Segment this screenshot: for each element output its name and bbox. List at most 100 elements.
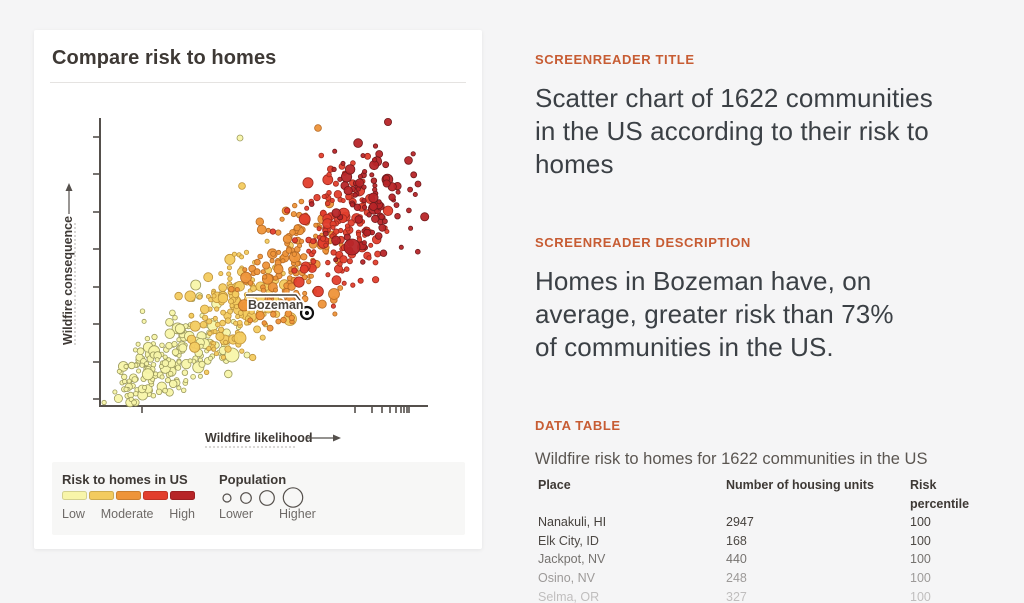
scatter-point[interactable] — [369, 172, 375, 178]
scatter-point[interactable] — [341, 280, 347, 286]
scatter-point[interactable] — [370, 177, 378, 184]
scatter-point[interactable] — [236, 134, 244, 142]
scatter-point[interactable] — [273, 264, 284, 275]
scatter-point[interactable] — [306, 279, 312, 285]
scatter-point[interactable] — [323, 242, 329, 248]
scatter-point[interactable] — [150, 393, 157, 399]
scatter-point[interactable] — [139, 308, 146, 314]
scatter-point[interactable] — [233, 331, 247, 345]
scatter-point[interactable] — [213, 351, 219, 357]
scatter-point[interactable] — [298, 198, 305, 205]
scatter-point[interactable] — [330, 224, 336, 230]
scatter-point[interactable] — [282, 234, 292, 244]
scatter-point[interactable] — [357, 174, 363, 180]
scatter-points[interactable] — [101, 117, 430, 408]
scatter-point[interactable] — [101, 399, 107, 406]
scatter-point[interactable] — [220, 354, 226, 360]
scatter-point[interactable] — [254, 258, 261, 266]
scatter-point[interactable] — [287, 282, 296, 291]
scatter-point[interactable] — [171, 341, 178, 348]
scatter-point[interactable] — [310, 258, 317, 265]
scatter-point[interactable] — [135, 341, 141, 347]
scatter-point[interactable] — [184, 290, 196, 302]
scatter-point[interactable] — [332, 148, 338, 154]
scatter-point[interactable] — [340, 160, 346, 166]
scatter-point[interactable] — [325, 200, 331, 207]
scatter-point[interactable] — [218, 283, 228, 292]
scatter-point[interactable] — [264, 303, 272, 311]
scatter-point[interactable] — [212, 315, 218, 321]
scatter-point[interactable] — [176, 385, 182, 391]
scatter-point[interactable] — [316, 226, 322, 232]
scatter-point[interactable] — [310, 238, 317, 245]
scatter-point[interactable] — [168, 379, 178, 389]
scatter-point[interactable] — [198, 360, 206, 368]
scatter-point[interactable] — [414, 248, 421, 255]
scatter-point[interactable] — [318, 152, 325, 159]
scatter-point[interactable] — [302, 177, 314, 189]
scatter-point[interactable] — [227, 298, 234, 305]
scatter-point[interactable] — [239, 348, 245, 354]
scatter-point[interactable] — [176, 359, 182, 365]
scatter-point[interactable] — [190, 373, 196, 380]
scatter-point[interactable] — [374, 250, 382, 258]
scatter-point[interactable] — [211, 293, 217, 299]
scatter-point[interactable] — [189, 341, 201, 353]
scatter-point[interactable] — [112, 389, 118, 395]
scatter-point[interactable] — [165, 318, 174, 327]
scatter-point[interactable] — [349, 202, 355, 208]
scatter-point[interactable] — [234, 304, 240, 310]
scatter-point[interactable] — [363, 228, 372, 237]
scatter-point[interactable] — [164, 377, 171, 384]
scatter-point[interactable] — [361, 240, 367, 246]
scatter-point[interactable] — [188, 312, 195, 319]
scatter-point[interactable] — [346, 258, 353, 265]
scatter-point[interactable] — [181, 369, 189, 376]
scatter-point[interactable] — [197, 294, 203, 300]
scatter-point[interactable] — [313, 194, 321, 202]
y-axis-label[interactable]: Wildfire consequence — [61, 183, 76, 345]
scatter-point[interactable] — [294, 261, 301, 267]
scatter-point[interactable] — [189, 320, 201, 332]
scatter-point[interactable] — [224, 317, 232, 324]
scatter-point[interactable] — [239, 254, 245, 260]
scatter-point[interactable] — [378, 213, 385, 220]
scatter-point[interactable] — [247, 299, 255, 307]
scatter-point[interactable] — [247, 280, 254, 286]
scatter-point[interactable] — [151, 333, 158, 341]
scatter-point[interactable] — [153, 371, 159, 377]
scatter-point[interactable] — [141, 318, 147, 324]
scatter-point[interactable] — [381, 218, 388, 225]
scatter-point[interactable] — [206, 345, 212, 352]
scatter-point[interactable] — [203, 369, 210, 375]
scatter-point[interactable] — [175, 364, 182, 371]
scatter-point[interactable] — [159, 374, 165, 380]
scatter-point[interactable] — [259, 334, 266, 341]
scatter-point[interactable] — [243, 351, 251, 359]
scatter-point[interactable] — [270, 250, 277, 257]
scatter-point[interactable] — [343, 266, 350, 273]
scatter-point[interactable] — [393, 202, 400, 208]
scatter-point[interactable] — [226, 271, 232, 277]
scatter-point[interactable] — [371, 157, 378, 163]
scatter-point[interactable] — [226, 265, 232, 271]
scatter-point[interactable] — [326, 171, 332, 178]
scatter-point[interactable] — [372, 143, 379, 149]
scatter-point[interactable] — [332, 311, 338, 317]
scatter-point[interactable] — [337, 285, 344, 291]
scatter-point[interactable] — [276, 249, 282, 255]
scatter-point[interactable] — [388, 193, 396, 201]
scatter-point[interactable] — [203, 272, 214, 283]
scatter-point[interactable] — [121, 373, 128, 380]
scatter-point[interactable] — [255, 311, 265, 321]
scatter-point[interactable] — [333, 257, 339, 263]
scatter-point[interactable] — [260, 269, 266, 275]
scatter-point[interactable] — [178, 343, 188, 353]
scatter-point[interactable] — [292, 202, 298, 209]
scatter-point[interactable] — [364, 152, 372, 160]
scatter-point[interactable] — [174, 291, 183, 301]
scatter-point[interactable] — [261, 320, 267, 326]
scatter-point[interactable] — [291, 267, 298, 274]
scatter-point[interactable] — [337, 176, 343, 182]
scatter-point[interactable] — [218, 326, 225, 333]
